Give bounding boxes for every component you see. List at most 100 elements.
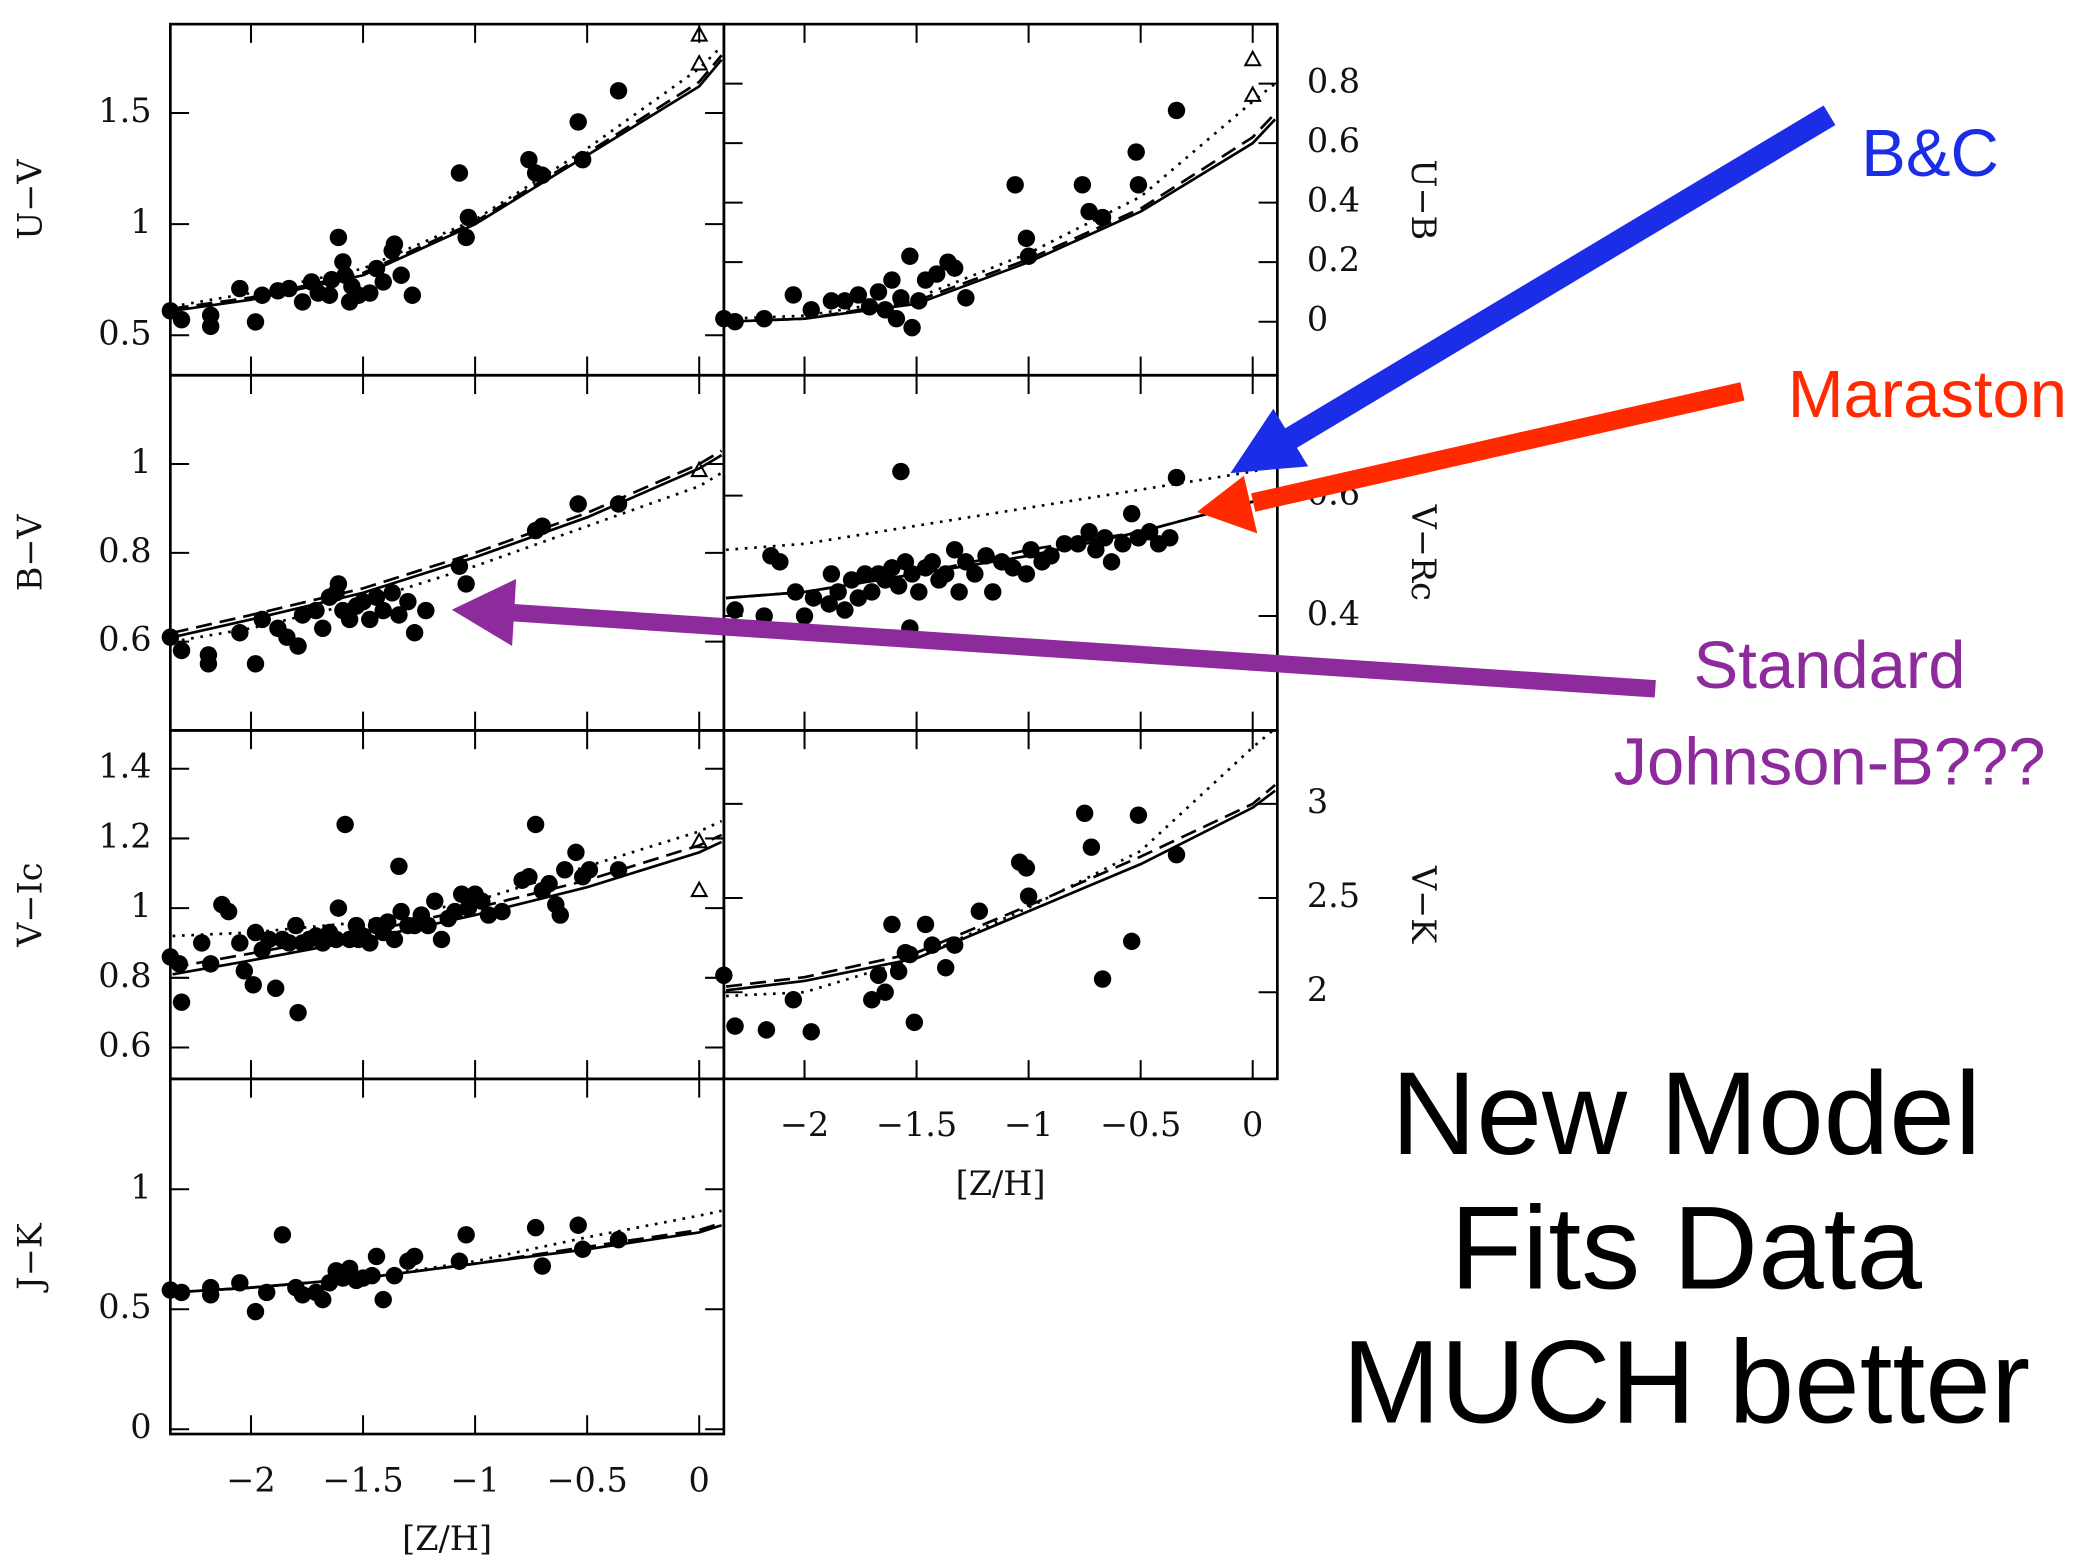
data-point: [784, 286, 803, 304]
data-point: [876, 983, 894, 1001]
data-point: [556, 861, 574, 879]
data-point: [457, 575, 475, 593]
data-point: [289, 1003, 307, 1022]
data-point: [1017, 229, 1036, 248]
data-point: [1075, 804, 1094, 822]
data-point: [1122, 504, 1141, 523]
panel-frame: [722, 373, 1279, 732]
data-point: [520, 868, 538, 886]
data-point: [287, 916, 305, 935]
data-point: [231, 624, 249, 642]
data-point: [757, 1021, 776, 1039]
data-point: [609, 861, 628, 879]
data-point: [231, 934, 249, 952]
model-line: [725, 494, 1276, 600]
data-point: [849, 286, 868, 304]
data-point: [385, 1266, 404, 1285]
data-point: [901, 247, 919, 265]
data-point: [260, 930, 278, 949]
arrow-head: [1196, 475, 1258, 534]
data-point: [526, 815, 545, 834]
model-point: [690, 25, 709, 42]
data-point: [726, 601, 744, 619]
data-point: [1004, 559, 1022, 577]
data-point: [367, 1247, 386, 1266]
y-tick-label: 0.5: [98, 313, 151, 352]
panel: 0 0.2 0.4 0.6 0.8 U−B: [715, 22, 1443, 377]
data-point: [399, 592, 417, 611]
arrow-shaft: [1278, 105, 1836, 453]
panel: 0.40.6V−Rc: [722, 373, 1443, 732]
data-point: [905, 1013, 924, 1032]
data-point: [334, 253, 352, 271]
data-point: [889, 577, 908, 595]
data-point: [450, 164, 469, 182]
panel: 0 0.5 1 −2 −1.5 −1 −0.5 0 [Z/H] J−K: [10, 1077, 726, 1558]
data-point: [293, 1286, 312, 1304]
x-tick-label: 0: [689, 1460, 710, 1499]
data-point: [199, 655, 218, 673]
data-point: [883, 915, 901, 934]
y-tick-label: 0: [130, 1407, 151, 1446]
y-tick-label: 1: [130, 886, 151, 925]
data-point: [966, 565, 984, 583]
x-tick-label: −1: [450, 1460, 499, 1499]
panel-frame: [722, 729, 1279, 1081]
data-point: [928, 265, 946, 283]
data-point: [172, 641, 191, 660]
data-point: [320, 286, 339, 304]
data-point: [390, 857, 408, 876]
data-point: [1167, 101, 1186, 120]
data-point: [314, 1290, 332, 1309]
data-point: [889, 962, 908, 981]
data-point: [957, 289, 975, 307]
annotation: Maraston: [1788, 357, 2067, 432]
data-point: [836, 601, 854, 619]
data-point: [1073, 176, 1092, 194]
data-point: [329, 575, 348, 593]
data-point: [916, 915, 935, 934]
model-line: [726, 82, 1276, 321]
panel-frame: [169, 373, 726, 732]
y-tick-label: 0.8: [98, 956, 151, 995]
data-point: [193, 934, 211, 952]
data-point: [457, 1226, 475, 1244]
x-axis-label: [Z/H]: [956, 1164, 1046, 1203]
data-point: [1161, 529, 1179, 547]
data-point: [1093, 208, 1112, 227]
annotation: MUCH better: [1342, 1315, 2030, 1447]
data-point: [385, 235, 404, 253]
data-point: [1129, 176, 1148, 194]
model-point: [690, 53, 709, 71]
model-line: [172, 471, 723, 643]
x-tick-label: −2: [780, 1105, 829, 1144]
data-point: [385, 930, 404, 949]
data-point: [201, 317, 220, 336]
data-point: [569, 495, 587, 513]
data-point: [417, 601, 435, 620]
arrow-head: [451, 578, 517, 646]
data-point: [289, 637, 307, 655]
data-point: [426, 892, 444, 910]
data-point: [863, 991, 881, 1009]
model-line: [725, 494, 1276, 600]
data-point: [567, 843, 585, 862]
data-point: [235, 962, 254, 980]
data-point: [314, 619, 332, 638]
model-line: [172, 449, 723, 635]
y-tick-label: 0.4: [1307, 594, 1360, 633]
data-point: [172, 993, 191, 1011]
y-tick-label: 2: [1307, 970, 1328, 1009]
data-point: [452, 885, 471, 903]
model-line: [726, 727, 1276, 998]
data-point: [1122, 932, 1141, 951]
model-point: [690, 880, 709, 898]
data-point: [1087, 541, 1105, 559]
data-point: [1017, 859, 1036, 877]
model-line: [172, 1223, 723, 1294]
data-point: [1102, 553, 1121, 571]
y-tick-label: 1: [130, 442, 151, 481]
model-line: [172, 840, 723, 976]
data-point: [856, 565, 874, 583]
